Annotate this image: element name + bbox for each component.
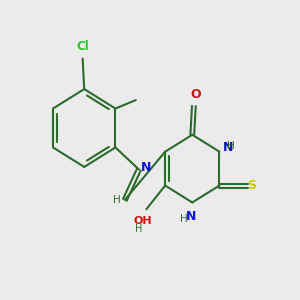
Text: H: H: [113, 195, 121, 205]
Text: Cl: Cl: [76, 40, 89, 52]
Text: H: H: [135, 224, 142, 235]
Text: N: N: [140, 161, 151, 174]
Text: H: H: [227, 141, 235, 151]
Text: N: N: [185, 210, 196, 223]
Text: O: O: [190, 88, 201, 101]
Text: S: S: [248, 179, 256, 192]
Text: OH: OH: [134, 216, 152, 226]
Text: N: N: [223, 141, 233, 154]
Text: H: H: [180, 214, 188, 224]
